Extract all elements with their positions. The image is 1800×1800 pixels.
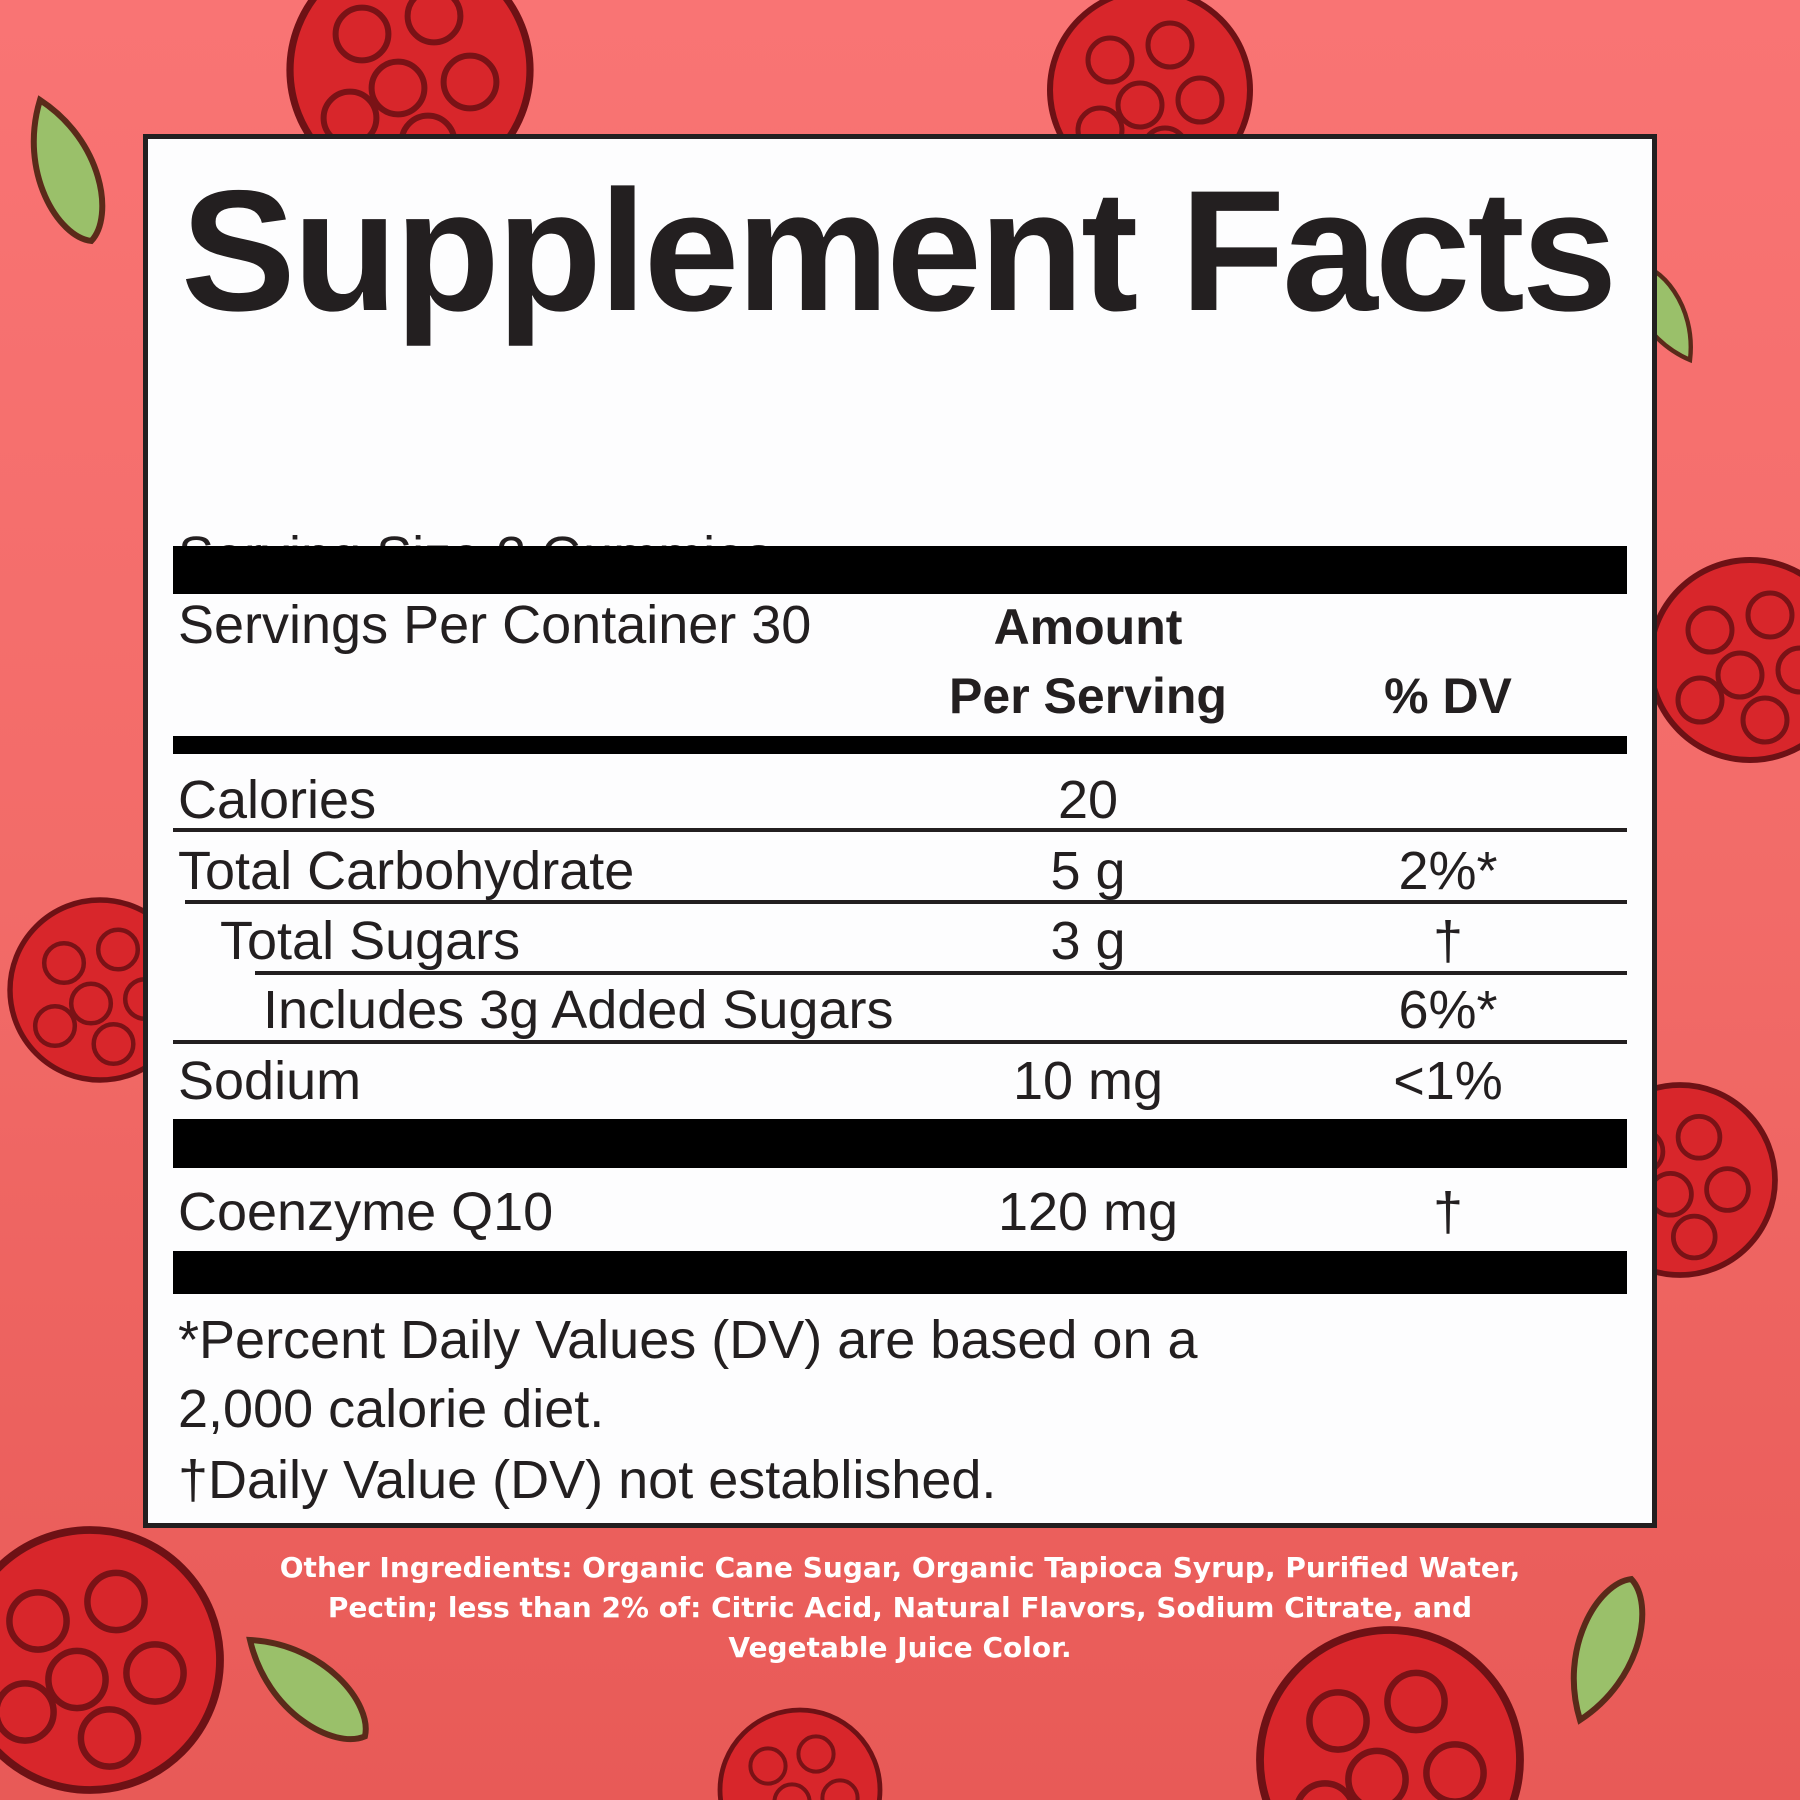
- nutrient-name: Total Sugars: [220, 911, 521, 971]
- row-divider: [173, 1040, 1627, 1044]
- footnote: †Daily Value (DV) not established.: [178, 1450, 997, 1510]
- nutrient-amount: 120 mg: [997, 1182, 1179, 1242]
- divider-bar: [173, 736, 1627, 754]
- nutrient-amount: 3 g: [1050, 911, 1126, 971]
- row-divider: [173, 828, 1627, 832]
- nutrient-amount: 5 g: [1050, 841, 1126, 901]
- nutrient-dv: 2%*: [1398, 841, 1498, 901]
- footnote: 2,000 calorie diet.: [178, 1379, 605, 1439]
- nutrient-name: Calories: [178, 770, 377, 830]
- nutrient-name: Sodium: [178, 1051, 362, 1111]
- nutrient-name: Total Carbohydrate: [178, 841, 635, 901]
- dv-header: % DV: [1384, 668, 1512, 724]
- nutrient-name: Coenzyme Q10: [178, 1182, 554, 1242]
- nutrient-name: Includes 3g Added Sugars: [263, 980, 894, 1040]
- raspberry-icon: [1650, 560, 1800, 760]
- nutrient-dv: 6%*: [1398, 980, 1498, 1040]
- divider-bar: [173, 1119, 1627, 1168]
- row-divider: [255, 971, 1627, 975]
- per-serving-header: Per Serving: [949, 668, 1227, 724]
- ingredients-line: Vegetable Juice Color.: [728, 1631, 1072, 1664]
- servings-per-container: Servings Per Container 30: [178, 595, 812, 655]
- leaf-icon: [13, 90, 118, 250]
- raspberry-icon: [720, 1710, 880, 1800]
- nutrient-amount: 10 mg: [1012, 1051, 1164, 1111]
- footnote: *Percent Daily Values (DV) are based on …: [178, 1310, 1198, 1370]
- supplement-facts-panel: Supplement Facts Serving Size 2 Gummies …: [143, 134, 1657, 1528]
- amount-header: Amount: [993, 599, 1183, 655]
- other-ingredients: Other Ingredients: Organic Cane Sugar, O…: [150, 1548, 1650, 1668]
- nutrient-dv: †: [1432, 911, 1464, 971]
- nutrient-dv: †: [1432, 1182, 1464, 1242]
- nutrient-dv: <1%: [1393, 1051, 1503, 1111]
- divider-bar: [173, 1251, 1627, 1294]
- divider-bar: [173, 546, 1627, 594]
- page-title: Supplement Facts: [181, 155, 1617, 347]
- nutrient-amount: 20: [1057, 770, 1119, 830]
- ingredients-line: Pectin; less than 2% of: Citric Acid, Na…: [327, 1591, 1473, 1624]
- ingredients-line: Other Ingredients: Organic Cane Sugar, O…: [279, 1551, 1521, 1584]
- row-divider: [185, 900, 1627, 904]
